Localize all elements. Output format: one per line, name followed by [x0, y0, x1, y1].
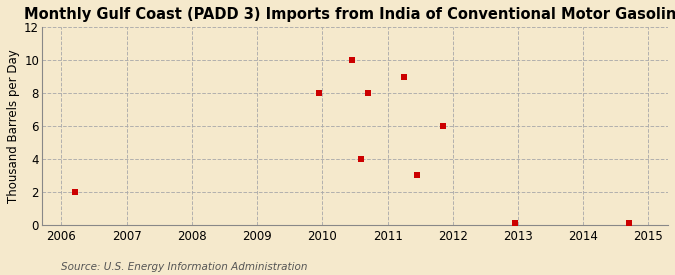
Point: [412, 173, 423, 178]
Y-axis label: Thousand Barrels per Day: Thousand Barrels per Day: [7, 49, 20, 203]
Point: [510, 221, 520, 226]
Point: [624, 221, 634, 226]
Point: [437, 124, 448, 128]
Title: Monthly Gulf Coast (PADD 3) Imports from India of Conventional Motor Gasoline: Monthly Gulf Coast (PADD 3) Imports from…: [24, 7, 675, 22]
Point: [398, 75, 409, 79]
Point: [69, 190, 80, 194]
Text: Source: U.S. Energy Information Administration: Source: U.S. Energy Information Administ…: [61, 262, 307, 272]
Point: [356, 157, 367, 161]
Point: [314, 91, 325, 95]
Point: [346, 58, 357, 62]
Point: [362, 91, 373, 95]
